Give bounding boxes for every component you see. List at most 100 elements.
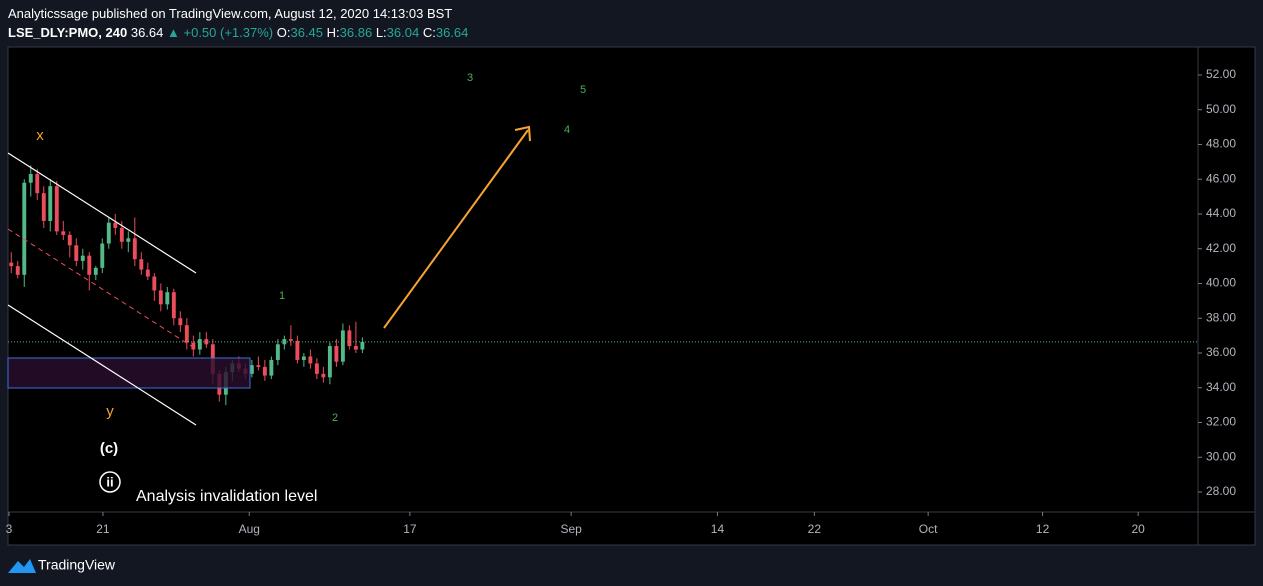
- y-tick-label: 40.00: [1206, 276, 1236, 290]
- y-tick-label: 42.00: [1206, 241, 1236, 255]
- candle-body: [275, 344, 280, 360]
- candle-body: [152, 276, 157, 291]
- y-tick-label: 46.00: [1206, 171, 1236, 185]
- wave-label: ii: [106, 474, 113, 489]
- wave-label: 5: [580, 84, 586, 96]
- x-tick-label: 3: [6, 522, 13, 536]
- candle-body: [67, 234, 72, 246]
- candle-body: [314, 363, 319, 374]
- ohlc-value: 36.04: [386, 25, 420, 40]
- candle-body: [327, 346, 332, 378]
- candle-body: [347, 330, 352, 347]
- header-title: Analyticssage published on TradingView.c…: [8, 6, 453, 21]
- wave-circle: [99, 471, 121, 493]
- x-tick-label: Aug: [239, 522, 260, 536]
- candle-body: [74, 245, 79, 261]
- y-tick-label: 32.00: [1206, 415, 1236, 429]
- candle-body: [119, 227, 124, 242]
- candle-body: [35, 174, 40, 194]
- y-tick-label: 52.00: [1206, 67, 1236, 81]
- candle-body: [9, 262, 14, 267]
- candle-body: [158, 290, 163, 305]
- y-tick-label: 48.00: [1206, 137, 1236, 151]
- candle-body: [340, 330, 345, 362]
- candle-body: [41, 193, 46, 221]
- x-tick-label: Oct: [919, 522, 938, 536]
- change: ▲ +0.50 (+1.37%): [167, 25, 274, 40]
- candle-body: [178, 318, 183, 326]
- candle-body: [197, 339, 202, 350]
- candle-body: [48, 186, 53, 221]
- candle-body: [100, 243, 105, 268]
- candle-body: [87, 255, 92, 275]
- channel-line: [7, 304, 197, 426]
- wave-label: y: [106, 403, 114, 420]
- candle-body: [171, 292, 176, 319]
- candle-body: [113, 222, 118, 228]
- candle-body: [145, 269, 150, 277]
- candle-body: [80, 255, 85, 261]
- ohlc-value: 36.86: [339, 25, 373, 40]
- ohlc-value: 36.64: [435, 25, 469, 40]
- x-tick-label: 22: [808, 522, 822, 536]
- wave-label: 1: [279, 290, 285, 302]
- candle-body: [132, 238, 137, 260]
- candle-body: [191, 342, 196, 350]
- candle-body: [295, 340, 300, 360]
- y-tick-label: 30.00: [1206, 449, 1236, 463]
- candle-body: [308, 356, 313, 364]
- ohlc-label: O:: [276, 25, 291, 40]
- wave-label: (c): [100, 440, 118, 457]
- x-tick-label: Sep: [560, 522, 582, 536]
- candle-body: [288, 339, 293, 341]
- candle-body: [61, 231, 66, 235]
- candle-body: [139, 259, 144, 270]
- ohlc-label: L:: [375, 25, 387, 40]
- wave-label: x: [36, 127, 44, 144]
- candle-body: [256, 365, 261, 367]
- brand: TradingView: [38, 557, 116, 573]
- y-tick-label: 28.00: [1206, 484, 1236, 498]
- wave-label: 3: [467, 72, 473, 84]
- x-tick-label: 20: [1131, 522, 1145, 536]
- candle-body: [126, 238, 131, 242]
- note: Analysis invalidation level: [136, 488, 317, 505]
- y-tick-label: 50.00: [1206, 102, 1236, 116]
- y-tick-label: 34.00: [1206, 380, 1236, 394]
- arrow-head: [514, 125, 531, 142]
- candle-body: [269, 359, 274, 376]
- candle-body: [321, 373, 326, 378]
- x-tick-label: 12: [1036, 522, 1050, 536]
- symbol-line: LSE_DLY:PMO, 240 36.64 ▲ +0.50 (+1.37%) …: [8, 25, 468, 40]
- candle-body: [22, 182, 27, 275]
- wave-label: 4: [564, 124, 570, 136]
- candle-body: [54, 186, 59, 232]
- ohlc-value: 36.45: [290, 25, 324, 40]
- symbol: LSE_DLY:PMO, 240: [8, 25, 128, 40]
- candle-body: [249, 365, 254, 374]
- projection-arrow: [383, 129, 529, 329]
- x-tick-label: 21: [96, 522, 110, 536]
- x-tick-label: 17: [403, 522, 417, 536]
- plot: [8, 165, 1198, 406]
- wave-label: 2: [332, 412, 338, 424]
- y-tick-label: 36.00: [1206, 345, 1236, 359]
- candle-body: [262, 366, 267, 376]
- chart-pane: [7, 46, 1256, 546]
- ohlc-label: H:: [326, 25, 340, 40]
- last-price: 36.64: [130, 25, 164, 40]
- candle-body: [93, 267, 98, 275]
- logo-icon: [8, 559, 36, 573]
- x-tick-label: 14: [711, 522, 725, 536]
- candle-body: [28, 174, 33, 183]
- y-tick-label: 44.00: [1206, 206, 1236, 220]
- ohlc: O:36.45 H:36.86 L:36.04 C:36.64: [277, 25, 469, 40]
- candle-body: [165, 292, 170, 305]
- candle-body: [334, 346, 339, 362]
- candle-body: [301, 356, 306, 360]
- ohlc-label: C:: [422, 25, 436, 40]
- logo: TradingView: [8, 557, 116, 573]
- candle-body: [15, 266, 20, 275]
